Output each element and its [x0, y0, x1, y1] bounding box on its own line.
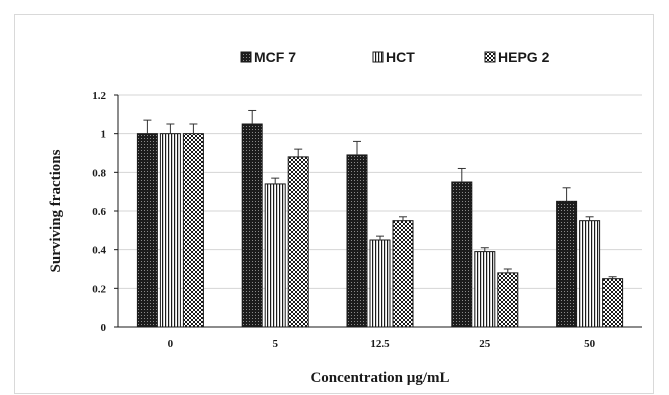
bar-hct-12.5	[369, 239, 391, 328]
bar-hct-0	[159, 133, 181, 328]
bar-mcf7-25	[451, 181, 473, 328]
y-axis-title: Surviving fractions	[48, 149, 64, 272]
bar-mcf7-0	[136, 133, 158, 328]
y-tick-label: 0.6	[92, 206, 106, 218]
x-tick-label: 12.5	[370, 338, 390, 350]
error-bars-group	[143, 109, 617, 279]
bar-mcf7-12.5	[346, 154, 368, 328]
x-tick-label: 0	[168, 338, 174, 350]
bar-hepg2-12.5	[392, 220, 414, 328]
legend-label: HEPG 2	[498, 49, 550, 65]
y-tick-label: 0.8	[92, 167, 106, 179]
bar-hepg2-50	[602, 278, 624, 328]
x-tick-label: 5	[272, 338, 278, 350]
y-tick-label: 0.2	[92, 283, 106, 295]
legend-swatch	[484, 51, 496, 63]
bar-hct-5	[264, 183, 286, 328]
bar-hepg2-25	[497, 272, 519, 328]
legend: MCF 7 HCT HEPG 2	[240, 49, 550, 65]
y-tick-label: 1.2	[92, 90, 106, 102]
chart-frame: 0 0.2 0.4 0.6 0.8 1 1.2 0 5 12.5 25 50 MCF 7 HCT HEP…	[14, 14, 654, 394]
y-tick-label: 0.4	[92, 245, 106, 257]
x-axis-title: Concentration µg/mL	[310, 370, 449, 386]
bar-hepg2-0	[182, 133, 204, 328]
bars-group	[136, 123, 624, 328]
bar-mcf7-5	[241, 123, 263, 328]
bar-chart: 0 0.2 0.4 0.6 0.8 1 1.2 0 5 12.5 25 50 MCF 7 HCT HEP…	[48, 49, 642, 386]
x-tick-label: 50	[584, 338, 596, 350]
bar-hepg2-5	[287, 156, 309, 328]
x-tick-label: 25	[479, 338, 491, 350]
bar-hct-25	[474, 251, 496, 328]
legend-label: MCF 7	[254, 49, 296, 65]
legend-swatch	[240, 51, 252, 63]
y-tick-labels: 0 0.2 0.4 0.6 0.8 1 1.2	[92, 90, 118, 334]
gridlines	[118, 94, 642, 289]
legend-label: HCT	[386, 49, 415, 65]
bar-mcf7-50	[556, 200, 578, 328]
legend-swatch	[372, 51, 384, 63]
y-tick-label: 1	[101, 129, 107, 141]
x-tick-labels: 0 5 12.5 25 50	[168, 338, 596, 350]
bar-hct-50	[579, 220, 601, 328]
y-tick-label: 0	[101, 322, 107, 334]
